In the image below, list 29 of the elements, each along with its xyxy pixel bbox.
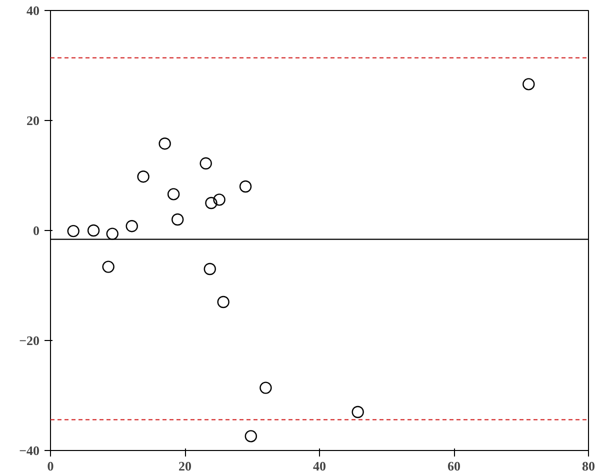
point	[522, 78, 535, 90]
point	[106, 228, 118, 240]
point	[244, 430, 258, 442]
point	[260, 382, 272, 394]
point	[158, 138, 171, 150]
point	[217, 296, 230, 308]
x-tick-label: 60	[448, 458, 460, 473]
point	[67, 224, 80, 238]
x-tick-label: 40	[313, 458, 326, 473]
point	[205, 196, 218, 210]
x-tick-label: 80	[582, 458, 595, 473]
y-tick-label: −20	[19, 333, 40, 348]
point	[352, 406, 364, 418]
y-tick-label: 20	[26, 113, 40, 128]
y-tick-label: −40	[19, 443, 40, 458]
point	[126, 220, 138, 232]
point	[213, 194, 226, 206]
x-tick-label: 0	[47, 458, 54, 473]
y-tick-label: 0	[33, 223, 40, 238]
point	[87, 224, 100, 237]
point	[200, 157, 212, 170]
point	[172, 213, 184, 226]
x-tick-label: 20	[178, 458, 192, 473]
point	[167, 188, 180, 200]
y-tick-label: 40	[26, 3, 40, 18]
point	[102, 260, 114, 273]
point	[239, 180, 252, 193]
point	[204, 262, 216, 276]
point	[137, 170, 150, 183]
